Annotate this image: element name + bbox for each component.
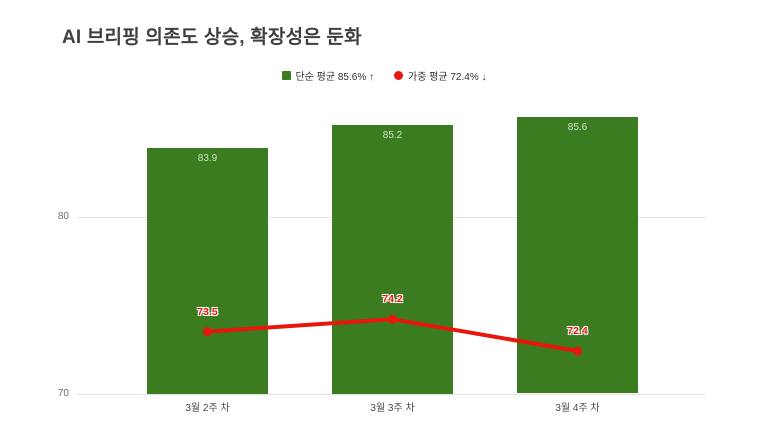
line-value-label: 73.5 [197,305,218,318]
y-axis-tick-label: 70 [57,387,69,399]
x-axis-tick-label: 3월 2주 차 [185,402,230,414]
legend: 단순 평균 85.6% ↑ 가중 평균 72.4% ↓ [0,68,768,83]
line-path [205,317,580,353]
legend-item-label: 가중 평균 72.4% ↓ [408,72,487,83]
bar-value-label: 85.2 [382,129,403,141]
bar-3월 2주 차: 83.9 [147,147,268,394]
gridline-70 [77,393,705,395]
bar-value-label: 85.6 [567,122,588,134]
bar-value-label: 83.9 [197,152,218,164]
bar-3월 3주 차: 85.2 [332,124,453,394]
legend-item-weighted-average: 가중 평균 72.4% ↓ [394,68,487,83]
chart-title: AI 브리핑 의존도 상승, 확장성은 둔화 [62,27,362,48]
y-axis-tick-label: 80 [57,210,69,222]
x-axis-tick-label: 3월 4주 차 [555,402,600,414]
legend-circle-marker-icon [394,71,403,80]
line-value-label: 74.2 [382,293,403,306]
line-point-marker [203,327,212,337]
line-value-label: 72.4 [567,325,588,337]
line-point-marker [388,314,397,324]
line-point-marker [573,346,582,356]
x-axis-tick-label: 3월 3주 차 [370,402,415,414]
legend-item-label: 단순 평균 85.6% ↑ [295,72,375,83]
legend-square-marker-icon [281,71,291,80]
legend-item-simple-average: 단순 평균 85.6% ↑ [281,68,375,83]
